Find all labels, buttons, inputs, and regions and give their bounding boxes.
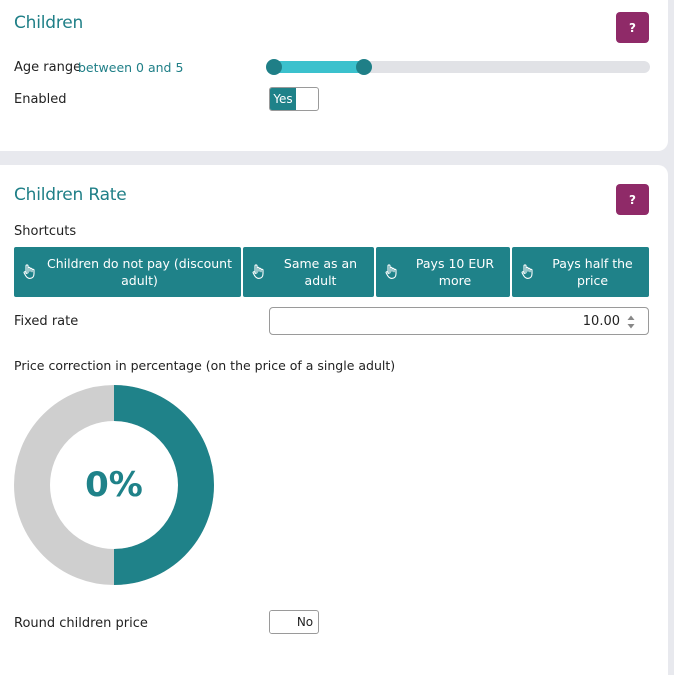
- children-rate-title: Children Rate: [14, 185, 127, 205]
- round-children-price-label: Round children price: [14, 616, 148, 631]
- children-card: Children ? Age range between 0 and 5 Ena…: [0, 0, 668, 151]
- round-children-price-toggle[interactable]: No: [269, 610, 319, 634]
- age-range-label: Age range: [14, 60, 82, 75]
- enabled-label: Enabled: [14, 92, 67, 107]
- shortcuts-label: Shortcuts: [14, 224, 77, 239]
- age-range-slider[interactable]: [266, 59, 650, 75]
- shortcut-pays-10-eur-more-button[interactable]: Pays 10 EUR more: [376, 247, 510, 297]
- children-rate-card: Children Rate ? Shortcuts Children do no…: [0, 165, 668, 675]
- price-correction-label: Price correction in percentage (on the p…: [14, 358, 396, 373]
- children-help-button[interactable]: ?: [616, 12, 649, 43]
- age-range-max-handle[interactable]: [355, 59, 372, 75]
- pointing-hand-icon: [385, 264, 397, 279]
- age-range-min-handle[interactable]: [266, 59, 282, 75]
- price-correction-value: 0%: [85, 465, 143, 505]
- age-range-slider-fill: [274, 61, 364, 73]
- pointing-hand-icon: [23, 264, 35, 279]
- children-title: Children: [14, 13, 84, 33]
- age-range-value: between 0 and 5: [78, 60, 184, 75]
- shortcut-label: Same as an adult: [283, 256, 358, 288]
- fixed-rate-label: Fixed rate: [14, 314, 79, 329]
- shortcut-label: Children do not pay (discount adult): [46, 256, 232, 288]
- fixed-rate-input[interactable]: 10.00: [269, 307, 649, 335]
- enabled-toggle[interactable]: Yes: [269, 87, 319, 111]
- fixed-rate-value: 10.00: [582, 314, 620, 329]
- price-correction-dial[interactable]: [14, 385, 214, 585]
- rate-help-button[interactable]: ?: [616, 184, 649, 215]
- round-toggle-state: No: [296, 615, 314, 629]
- shortcut-label: Pays half the price: [552, 256, 633, 288]
- pointing-hand-icon: [252, 264, 264, 279]
- shortcut-children-do-not-pay-button[interactable]: Children do not pay (discount adult): [14, 247, 241, 297]
- dial-value-arc: [113, 385, 214, 585]
- enabled-toggle-state: Yes: [270, 88, 296, 110]
- toggle-knob: [270, 611, 290, 633]
- shortcut-same-as-adult-button[interactable]: Same as an adult: [243, 247, 374, 297]
- shortcut-pays-half-price-button[interactable]: Pays half the price: [512, 247, 649, 297]
- shortcut-label: Pays 10 EUR more: [415, 256, 495, 288]
- spinner-arrows-icon[interactable]: [626, 312, 636, 332]
- pointing-hand-icon: [521, 264, 533, 279]
